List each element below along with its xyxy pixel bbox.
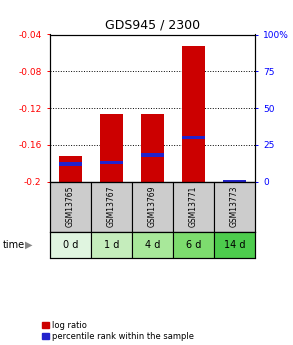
- Bar: [141, 114, 163, 182]
- Text: 6 d: 6 d: [186, 240, 201, 250]
- Bar: [173, 232, 214, 258]
- Text: ▶: ▶: [25, 240, 33, 250]
- Bar: [50, 232, 91, 258]
- Title: GDS945 / 2300: GDS945 / 2300: [105, 19, 200, 32]
- Bar: [141, 154, 163, 157]
- Text: 1 d: 1 d: [104, 240, 119, 250]
- Bar: [50, 182, 91, 232]
- Bar: [223, 180, 246, 184]
- Legend: log ratio, percentile rank within the sample: log ratio, percentile rank within the sa…: [42, 321, 194, 341]
- Bar: [214, 182, 255, 232]
- Text: GSM13771: GSM13771: [189, 185, 198, 227]
- Bar: [132, 182, 173, 232]
- Text: GSM13767: GSM13767: [107, 185, 116, 227]
- Text: GSM13773: GSM13773: [230, 185, 239, 227]
- Text: 4 d: 4 d: [145, 240, 160, 250]
- Text: time: time: [3, 240, 25, 250]
- Text: 14 d: 14 d: [224, 240, 245, 250]
- Bar: [100, 114, 123, 182]
- Bar: [59, 156, 81, 182]
- Bar: [182, 46, 205, 182]
- Bar: [91, 232, 132, 258]
- Bar: [132, 232, 173, 258]
- Bar: [173, 182, 214, 232]
- Bar: [91, 182, 132, 232]
- Bar: [100, 161, 123, 165]
- Text: GSM13769: GSM13769: [148, 185, 157, 227]
- Bar: [214, 232, 255, 258]
- Bar: [182, 136, 205, 139]
- Text: 0 d: 0 d: [63, 240, 78, 250]
- Text: GSM13765: GSM13765: [66, 185, 75, 227]
- Bar: [59, 162, 81, 166]
